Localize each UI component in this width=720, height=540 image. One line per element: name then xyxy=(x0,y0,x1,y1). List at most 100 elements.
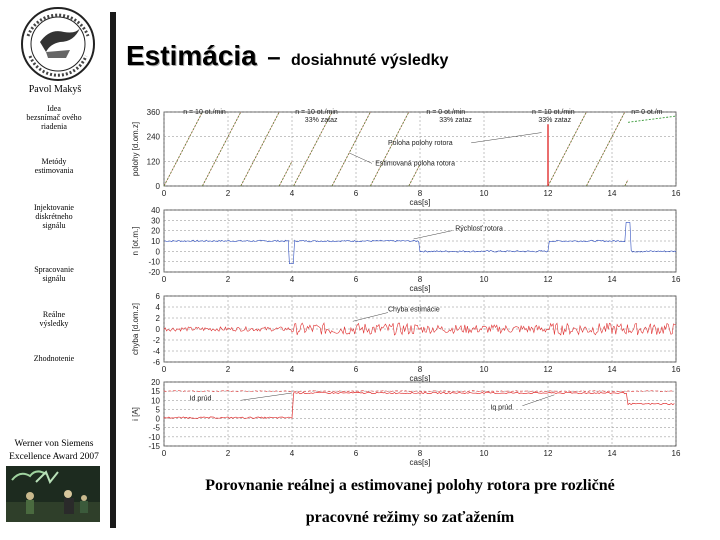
annotation: n = 10 ot./min xyxy=(183,109,226,116)
y-tick-label: 2 xyxy=(156,314,161,323)
y-tick-label: 10 xyxy=(151,237,160,246)
x-tick-label: 2 xyxy=(226,449,231,458)
university-logo xyxy=(21,7,95,81)
annotation: Chyba estimácie xyxy=(388,306,440,313)
x-tick-label: 0 xyxy=(162,365,167,374)
annotation: Poloha polohy rotora xyxy=(388,140,453,147)
annotation: Iq prúd xyxy=(490,404,512,411)
caption-line: pracovné režimy so zaťažením xyxy=(305,509,515,526)
y-tick-label: 240 xyxy=(147,133,161,142)
y-tick-label: -10 xyxy=(148,258,160,267)
annotation: n= 0 ot./m xyxy=(631,109,662,116)
y-tick-label: 15 xyxy=(151,387,160,396)
title-subtitle: dosiahnuté výsledky xyxy=(291,52,449,69)
x-axis-label: cas[s] xyxy=(410,198,431,207)
nav-line: Metódy xyxy=(41,157,67,166)
x-tick-label: 0 xyxy=(162,449,167,458)
y-tick-label: 0 xyxy=(156,182,161,191)
nav-line: Injektovanie xyxy=(34,203,74,212)
x-axis-label: cas[s] xyxy=(410,284,431,293)
nav-line: Spracovanie xyxy=(34,265,74,274)
x-tick-label: 14 xyxy=(608,449,617,458)
y-tick-label: -15 xyxy=(148,442,160,451)
nav-item-results[interactable]: Reálne výsledky xyxy=(0,310,108,328)
series-line-estimated-position xyxy=(163,111,629,187)
annotation: Estimovaná poloha rotora xyxy=(375,160,455,167)
y-tick-label: 20 xyxy=(151,227,160,236)
nav-item-methods[interactable]: Metódy estimovania xyxy=(0,157,108,175)
x-tick-label: 16 xyxy=(672,275,681,284)
author-name: Pavol Makyš xyxy=(28,84,82,95)
x-tick-label: 16 xyxy=(672,189,681,198)
nav-item-injection[interactable]: Injektovanie diskrétneho signálu xyxy=(0,203,108,230)
x-tick-label: 4 xyxy=(290,189,295,198)
nav-line: Zhodnotenie xyxy=(33,354,75,363)
x-tick-label: 6 xyxy=(354,365,359,374)
y-tick-label: 0 xyxy=(156,415,161,424)
x-tick-label: 4 xyxy=(290,449,295,458)
x-tick-label: 6 xyxy=(354,189,359,198)
x-tick-label: 8 xyxy=(418,365,423,374)
nav-item-conclusion[interactable]: Zhodnotenie xyxy=(0,354,108,363)
nav-line: Idea xyxy=(47,104,61,113)
award-line: Werner von Siemens xyxy=(14,439,94,449)
y-axis-label: n [ot.m.] xyxy=(131,227,140,256)
nav-line: riadenia xyxy=(41,122,67,131)
y-tick-label: 0 xyxy=(156,325,161,334)
slide-title: Estimácia – dosiahnuté výsledky xyxy=(126,40,448,72)
x-tick-label: 16 xyxy=(672,449,681,458)
nav-line: diskrétneho xyxy=(35,212,73,221)
title-dash: – xyxy=(267,44,281,71)
x-tick-label: 14 xyxy=(608,189,617,198)
vertical-divider xyxy=(110,12,116,528)
x-tick-label: 8 xyxy=(418,275,423,284)
nav-line: signálu xyxy=(42,221,66,230)
series-line-real-position xyxy=(627,115,677,123)
nav-line: bezsnímač ového xyxy=(26,113,82,122)
annotation-arrow xyxy=(349,152,373,164)
x-tick-label: 10 xyxy=(480,449,489,458)
annotation: Id prúd xyxy=(190,395,212,402)
y-tick-label: -2 xyxy=(153,336,161,345)
annotation-arrow xyxy=(522,394,555,407)
y-tick-label: -5 xyxy=(153,424,161,433)
x-tick-label: 2 xyxy=(226,275,231,284)
x-tick-label: 10 xyxy=(480,365,489,374)
annotation: n = 10 ot./min xyxy=(532,109,575,116)
nav-line: Reálne xyxy=(42,310,66,319)
series-line-id-current xyxy=(163,390,675,393)
y-tick-label: 120 xyxy=(147,157,161,166)
x-tick-label: 14 xyxy=(608,365,617,374)
y-tick-label: 40 xyxy=(151,206,160,215)
x-tick-label: 8 xyxy=(418,189,423,198)
y-tick-label: -20 xyxy=(148,268,160,277)
figure-caption: Porovnanie reálnej a estimovanej polohy … xyxy=(130,470,690,534)
nav-item-processing[interactable]: Spracovanie signálu xyxy=(0,265,108,283)
x-tick-label: 2 xyxy=(226,365,231,374)
x-tick-label: 10 xyxy=(480,275,489,284)
annotation-arrow xyxy=(240,392,293,401)
award-line: Excellence Award 2007 xyxy=(9,452,99,462)
x-tick-label: 8 xyxy=(418,449,423,458)
y-tick-label: 360 xyxy=(147,108,161,117)
y-tick-label: 20 xyxy=(151,378,160,387)
x-tick-label: 6 xyxy=(354,449,359,458)
annotation: 33% zataz xyxy=(538,117,571,124)
nav-item-idea[interactable]: Idea bezsnímač ového riadenia xyxy=(0,104,108,131)
award-image xyxy=(6,466,100,522)
y-axis-label: chyba [d.om.z] xyxy=(131,303,140,355)
annotation: Rýchlosť rotora xyxy=(455,226,503,233)
series-line-iq-current xyxy=(163,391,675,419)
annotation-arrow xyxy=(352,312,389,322)
x-tick-label: 4 xyxy=(290,365,295,374)
nav-line: signálu xyxy=(42,274,66,283)
x-axis-label: cas[s] xyxy=(410,374,431,383)
y-tick-label: 10 xyxy=(151,396,160,405)
award-text: Werner von Siemens Excellence Award 2007 xyxy=(0,438,108,464)
caption-line: Porovnanie reálnej a estimovanej polohy … xyxy=(205,477,615,494)
x-tick-label: 16 xyxy=(672,365,681,374)
x-axis-label: cas[s] xyxy=(410,458,431,467)
annotation: n = 0 ot./min xyxy=(426,109,465,116)
nav-line: výsledky xyxy=(39,319,69,328)
x-tick-label: 0 xyxy=(162,189,167,198)
